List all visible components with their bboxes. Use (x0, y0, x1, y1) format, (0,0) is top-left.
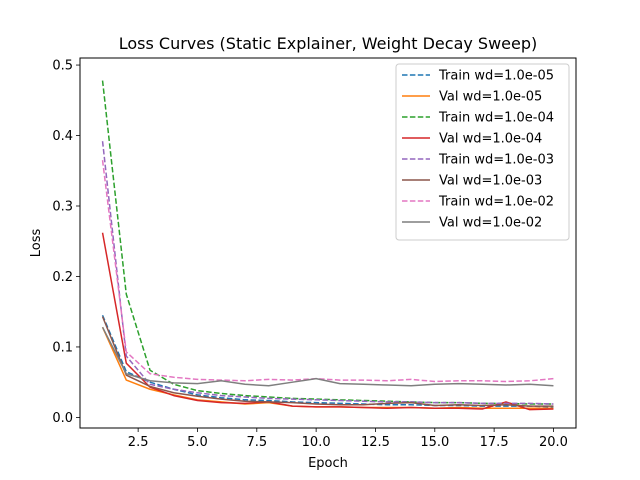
legend-label-5: Train wd=1.0e-03 (438, 153, 554, 168)
legend-label-2: Val wd=1.0e-05 (439, 90, 542, 105)
legend-label-6: Val wd=1.0e-03 (439, 174, 542, 189)
legend-box (395, 63, 570, 241)
legend-label-4: Val wd=1.0e-04 (439, 132, 542, 147)
series-line-5 (101, 141, 554, 405)
x-tick-label: 7.5 (246, 435, 267, 450)
y-axis-ticks: 0.0 0.1 0.2 0.3 0.4 0.5 (52, 59, 80, 426)
x-axis-ticks: 2.5 5.0 7.5 10.0 12.5 15.0 17.5 20.0 (128, 428, 568, 450)
series-line-8 (101, 326, 554, 387)
x-tick-label: 12.5 (361, 435, 390, 450)
series-line-7 (101, 160, 554, 383)
x-tick-label: 5.0 (187, 435, 208, 450)
y-tick-label: 0.0 (52, 411, 73, 426)
series-line-3 (101, 80, 554, 405)
series-line-4 (101, 232, 554, 411)
x-tick-label: 17.5 (480, 435, 509, 450)
y-axis-label: Loss (29, 229, 44, 258)
legend-label-3: Train wd=1.0e-04 (438, 111, 554, 126)
x-tick-label: 10.0 (302, 435, 331, 450)
y-tick-label: 0.1 (52, 340, 73, 355)
y-tick-label: 0.4 (52, 129, 73, 144)
x-axis-label: Epoch (308, 456, 348, 471)
legend-label-7: Train wd=1.0e-02 (438, 195, 554, 210)
y-tick-label: 0.5 (52, 59, 73, 74)
series-line-6 (101, 316, 554, 407)
y-tick-label: 0.3 (52, 200, 73, 215)
legend: Train wd=1.0e-05 Val wd=1.0e-05 Train wd=1… (395, 63, 570, 241)
axes-frame (79, 57, 577, 429)
x-tick-label: 2.5 (128, 435, 149, 450)
plot-area (101, 80, 554, 411)
x-tick-label: 20.0 (539, 435, 568, 450)
legend-label-8: Val wd=1.0e-02 (439, 216, 542, 231)
chart-title: Loss Curves (Static Explainer, Weight De… (119, 34, 538, 53)
legend-label-1: Train wd=1.0e-05 (438, 69, 554, 84)
y-tick-label: 0.2 (52, 270, 73, 285)
x-tick-label: 15.0 (420, 435, 449, 450)
